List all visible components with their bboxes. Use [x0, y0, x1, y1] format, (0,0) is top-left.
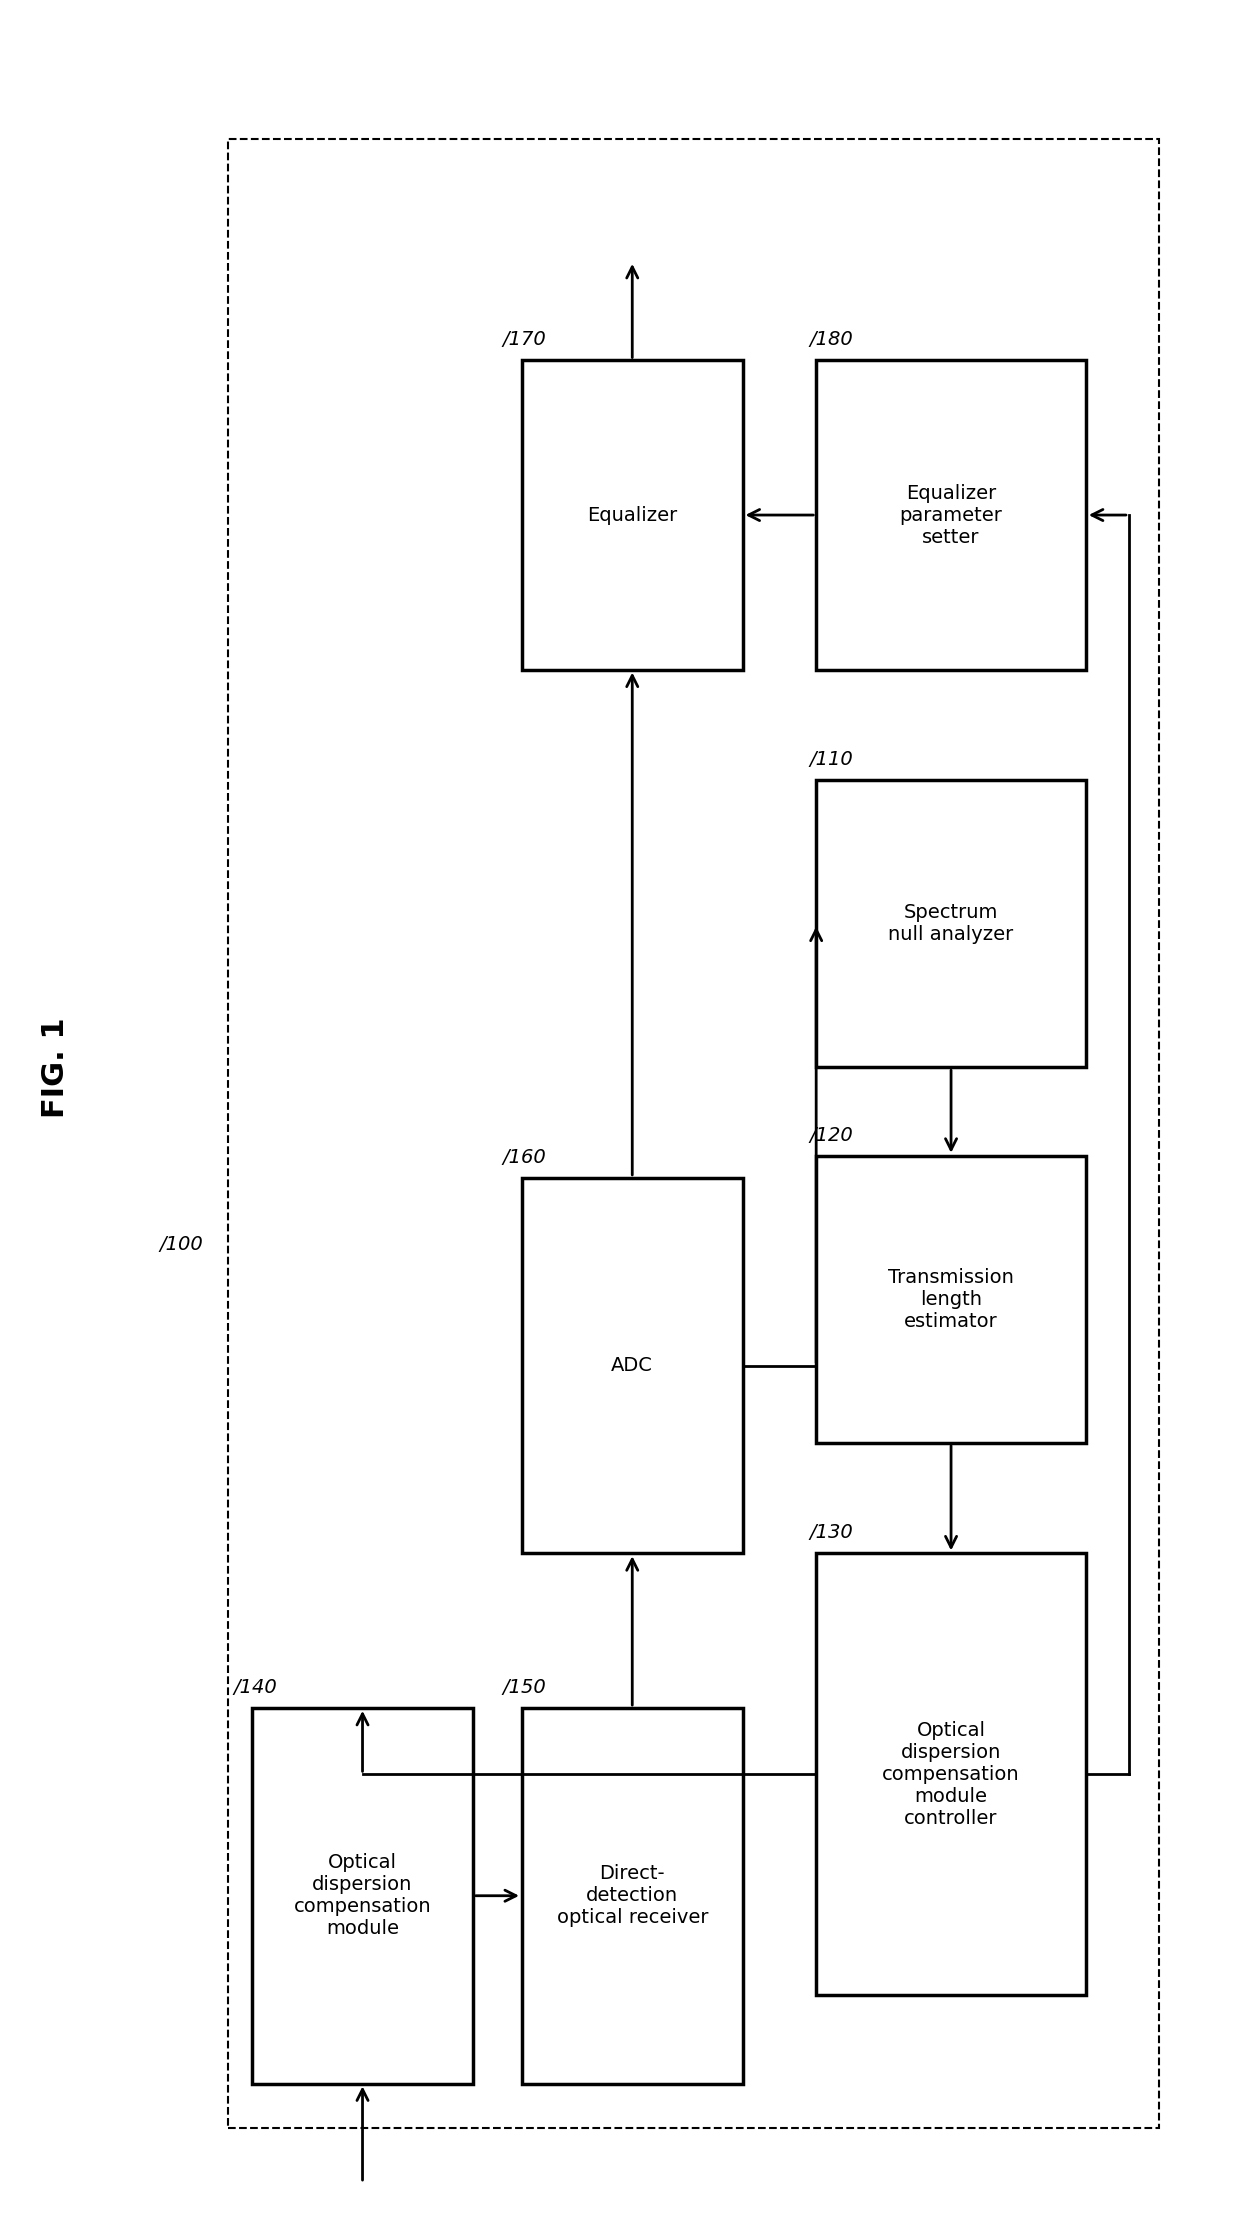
Text: Transmission
length
estimator: Transmission length estimator: [888, 1267, 1014, 1332]
Text: Optical
dispersion
compensation
module: Optical dispersion compensation module: [294, 1854, 432, 1938]
Text: /110: /110: [810, 749, 853, 769]
Text: Spectrum
null analyzer: Spectrum null analyzer: [888, 903, 1013, 945]
Bar: [522, 360, 743, 669]
Text: /140: /140: [233, 1678, 277, 1696]
Text: /120: /120: [810, 1125, 853, 1145]
Bar: [816, 360, 1086, 669]
Text: Optical
dispersion
compensation
module
controller: Optical dispersion compensation module c…: [882, 1721, 1019, 1827]
Text: Direct-
detection
optical receiver: Direct- detection optical receiver: [557, 1865, 708, 1927]
Text: /180: /180: [810, 331, 853, 349]
Bar: [816, 1554, 1086, 1996]
Text: ADC: ADC: [611, 1356, 653, 1376]
Text: /130: /130: [810, 1523, 853, 1543]
Bar: [252, 1707, 472, 2083]
Text: Equalizer: Equalizer: [587, 505, 677, 525]
Text: /100: /100: [160, 1234, 203, 1254]
Bar: [816, 1156, 1086, 1443]
Bar: [522, 1707, 743, 2083]
Bar: [816, 780, 1086, 1067]
Text: /160: /160: [502, 1147, 547, 1167]
Text: FIG. 1: FIG. 1: [41, 1016, 71, 1118]
Text: Equalizer
parameter
setter: Equalizer parameter setter: [899, 485, 1002, 547]
Bar: [228, 140, 1159, 2127]
Text: /170: /170: [502, 331, 547, 349]
Text: /150: /150: [502, 1678, 547, 1696]
Bar: [522, 1178, 743, 1554]
